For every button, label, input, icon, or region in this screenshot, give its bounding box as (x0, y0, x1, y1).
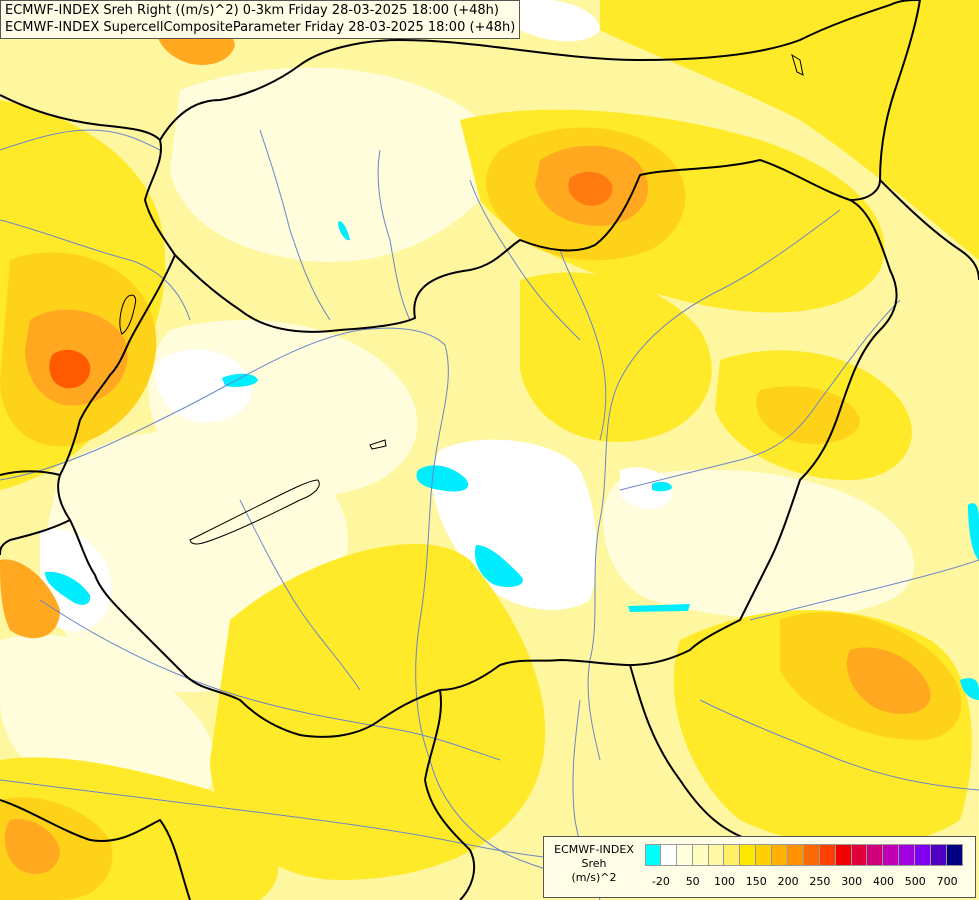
river-east-2 (749, 559, 979, 621)
river-west-2 (0, 219, 191, 321)
field-cyan-1 (416, 465, 469, 492)
legend-tick-label: 150 (745, 875, 767, 888)
border-bosnia (0, 799, 191, 900)
river-west-1 (0, 129, 161, 151)
field-white-ne (520, 0, 600, 42)
river-north-4 (559, 249, 607, 441)
legend-swatch (915, 844, 932, 866)
border-croatia (424, 689, 476, 900)
field-orange-sw (4, 819, 60, 874)
field-pale-east (603, 469, 914, 619)
river-sava (0, 779, 601, 863)
field-gold-mideast (756, 386, 860, 444)
map-title-sreh: ECMWF-INDEX Sreh Right ((m/s)^2) 0-3km F… (5, 3, 499, 18)
rivers (0, 129, 979, 900)
color-legend: ECMWF-INDEX Sreh (m/s)^2 -20 50 100 150 200 2… (543, 836, 976, 898)
field-orange-east (846, 647, 931, 714)
river-se-1 (699, 699, 979, 791)
border-austria-slovakia (0, 94, 176, 256)
river-danube (0, 327, 701, 896)
river-north-3 (469, 179, 581, 341)
legend-title: ECMWF-INDEX Sreh (m/s)^2 (546, 843, 642, 885)
lake-balaton (189, 479, 320, 545)
field-cyan-8 (338, 221, 350, 241)
lake-small-1 (369, 439, 387, 450)
border-hungary (57, 159, 898, 738)
legend-swatch (946, 844, 963, 866)
border-romania-east (879, 179, 979, 281)
border-slovakia-north (159, 0, 921, 141)
legend-swatch (756, 844, 773, 866)
legend-swatch (772, 844, 789, 866)
field-white-e (620, 467, 672, 510)
field-darkorange-west (49, 349, 91, 389)
legend-swatch (851, 844, 868, 866)
legend-tick-label: 500 (904, 875, 926, 888)
field-cyan-3 (222, 373, 258, 387)
field-yellow-ne (600, 0, 979, 260)
legend-swatch (788, 844, 804, 866)
lake-neusiedl (119, 294, 137, 335)
legend-swatch (740, 844, 757, 866)
legend-tick-label: -20 (651, 875, 670, 888)
river-sw-1 (239, 499, 361, 691)
river-north-2 (377, 149, 411, 321)
legend-swatch (645, 844, 661, 866)
legend-tick-label: 200 (777, 875, 799, 888)
lake-small-2 (791, 53, 804, 76)
border-ukraine (849, 0, 921, 201)
border-austria-west (0, 470, 61, 476)
legend-swatch (692, 844, 709, 866)
field-cyan-5 (628, 604, 690, 612)
river-east-1 (619, 299, 901, 491)
border-slovenia (0, 519, 71, 556)
legend-tick-label: 700 (936, 875, 958, 888)
field-cyan-6 (968, 503, 979, 560)
legend-tick-label: 250 (809, 875, 831, 888)
field-pale-north (170, 67, 501, 262)
legend-tick-label: 400 (873, 875, 894, 888)
field-cyan-7 (652, 481, 672, 492)
map-title-box: ECMWF-INDEX Sreh Right ((m/s)^2) 0-3km F… (0, 0, 521, 39)
legend-swatch (660, 844, 677, 866)
legend-swatches (645, 844, 963, 866)
field-darkorange-north (568, 171, 613, 206)
legend-tick-label: 300 (841, 875, 863, 888)
legend-tick-label: 50 (685, 875, 700, 888)
field-cyan-9 (960, 678, 979, 700)
field-white-west (156, 349, 252, 423)
legend-swatch (835, 844, 852, 866)
legend-swatch (867, 844, 884, 866)
legend-swatch (676, 844, 693, 866)
field-yellow-mid (520, 272, 712, 442)
legend-tick-label: 100 (714, 875, 735, 888)
legend-swatch (899, 844, 916, 866)
map-title-scp: ECMWF-INDEX SupercellCompositeParameter … (5, 20, 516, 35)
river-drava (39, 599, 501, 761)
legend-swatch (803, 844, 820, 866)
legend-swatch (883, 844, 900, 866)
field-yellow-south (210, 543, 546, 880)
field-orange-w2 (0, 559, 60, 639)
field-cyan-2 (474, 545, 523, 587)
legend-swatch (931, 844, 947, 866)
legend-ticks: -20 50 100 150 200 250 300 400 500 700 (645, 875, 973, 891)
field-cyan-4 (45, 571, 91, 605)
river-north-1 (259, 129, 331, 321)
legend-variable: Sreh (581, 857, 607, 870)
legend-swatch (724, 844, 741, 866)
legend-swatch (708, 844, 725, 866)
legend-swatch (819, 844, 836, 866)
legend-source: ECMWF-INDEX (554, 843, 634, 856)
legend-unit: (m/s)^2 (571, 871, 617, 884)
